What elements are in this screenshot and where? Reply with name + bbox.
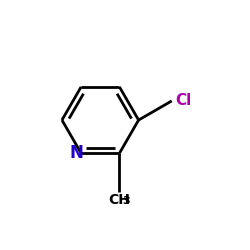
Text: Cl: Cl <box>175 93 191 108</box>
Text: CH: CH <box>108 193 130 207</box>
Text: N: N <box>70 144 84 162</box>
Text: 3: 3 <box>122 196 130 206</box>
